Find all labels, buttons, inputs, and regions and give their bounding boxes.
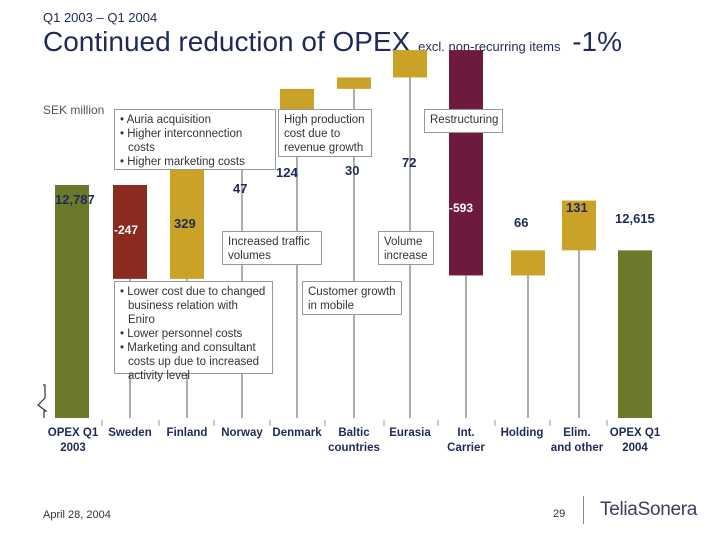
annotation-denmark: High production cost due to revenue grow… [278, 109, 372, 157]
category-label: 2004 [622, 442, 648, 454]
category-label: and other [551, 442, 604, 454]
bar-holding [511, 250, 545, 276]
annotation-eurasia-text: Volume increase [384, 236, 428, 262]
title-change: -1% [572, 26, 623, 57]
category-label: Baltic [338, 427, 370, 439]
category-label: Carrier [447, 442, 485, 454]
value-label: 329 [174, 216, 196, 231]
bar-finland [170, 153, 204, 279]
value-label: 30 [345, 163, 359, 178]
value-label: 47 [233, 181, 247, 196]
unit-label: SEK million [43, 103, 105, 117]
value-label: 72 [402, 155, 416, 170]
annotation-int-carrier-text: Restructuring [430, 114, 499, 126]
bar-sweden [113, 185, 147, 279]
slide-title: Continued reduction of OPEX excl. non-re… [43, 26, 622, 58]
company-logo: TeliaSonera [600, 499, 698, 520]
annotation-int-carrier: Restructuring [424, 109, 503, 133]
category-label: Denmark [272, 427, 322, 439]
value-label: -247 [114, 223, 138, 237]
value-label: 66 [514, 215, 528, 230]
page-number: 29 [553, 508, 566, 520]
category-label: 2003 [60, 442, 86, 454]
slide-subtitle: Q1 2003 – Q1 2004 [43, 10, 158, 25]
category-label: Int. [457, 427, 474, 439]
category-label: Sweden [108, 427, 151, 439]
annotation-eurasia: Volume increase [378, 231, 434, 265]
category-label: OPEX Q1 [610, 427, 661, 439]
axis-break-icon [37, 384, 48, 418]
bar-opex-q1-2004 [618, 250, 652, 418]
annotation-sweden-item: Marketing and consultant costs up due to… [120, 341, 267, 383]
annotation-norway-text: Increased traffic volumes [228, 236, 310, 262]
bar-opex-q1-2003 [55, 185, 89, 418]
title-main: Continued reduction of OPEX [43, 26, 411, 57]
bar-int-carrier [449, 50, 483, 276]
bar-elim-and-other [562, 200, 596, 251]
category-label: countries [328, 442, 380, 454]
category-label: Eurasia [389, 427, 431, 439]
category-label: Elim. [563, 427, 590, 439]
annotation-sweden-item: Lower personnel costs [120, 327, 267, 341]
footer-date: April 28, 2004 [43, 509, 111, 521]
category-label: OPEX Q1 [48, 427, 99, 439]
value-label: 12,615 [615, 211, 655, 226]
bar-eurasia [393, 50, 427, 78]
value-label: 12,787 [55, 192, 95, 207]
bar-baltic-countries [337, 77, 371, 89]
annotation-sweden: Lower cost due to changed business relat… [114, 281, 273, 382]
value-label: 124 [276, 165, 298, 180]
value-label: -593 [449, 201, 473, 215]
footer-divider [583, 496, 584, 524]
annotation-finland: Auria acquisition Higher interconnection… [114, 109, 276, 170]
annotation-baltic: Customer growth in mobile [302, 281, 402, 315]
annotation-finland-item: Higher interconnection costs [120, 127, 270, 155]
annotation-finland-item: Higher marketing costs [120, 155, 270, 169]
annotation-baltic-text: Customer growth in mobile [308, 286, 396, 312]
category-label: Norway [221, 427, 263, 439]
value-label: 131 [566, 200, 588, 215]
annotation-sweden-item: Lower cost due to changed business relat… [120, 285, 267, 327]
annotation-norway: Increased traffic volumes [222, 231, 322, 265]
annotation-finland-item: Auria acquisition [120, 113, 270, 127]
category-label: Finland [167, 427, 208, 439]
category-label: Holding [501, 427, 544, 439]
annotation-denmark-text: High production cost due to revenue grow… [284, 114, 365, 154]
